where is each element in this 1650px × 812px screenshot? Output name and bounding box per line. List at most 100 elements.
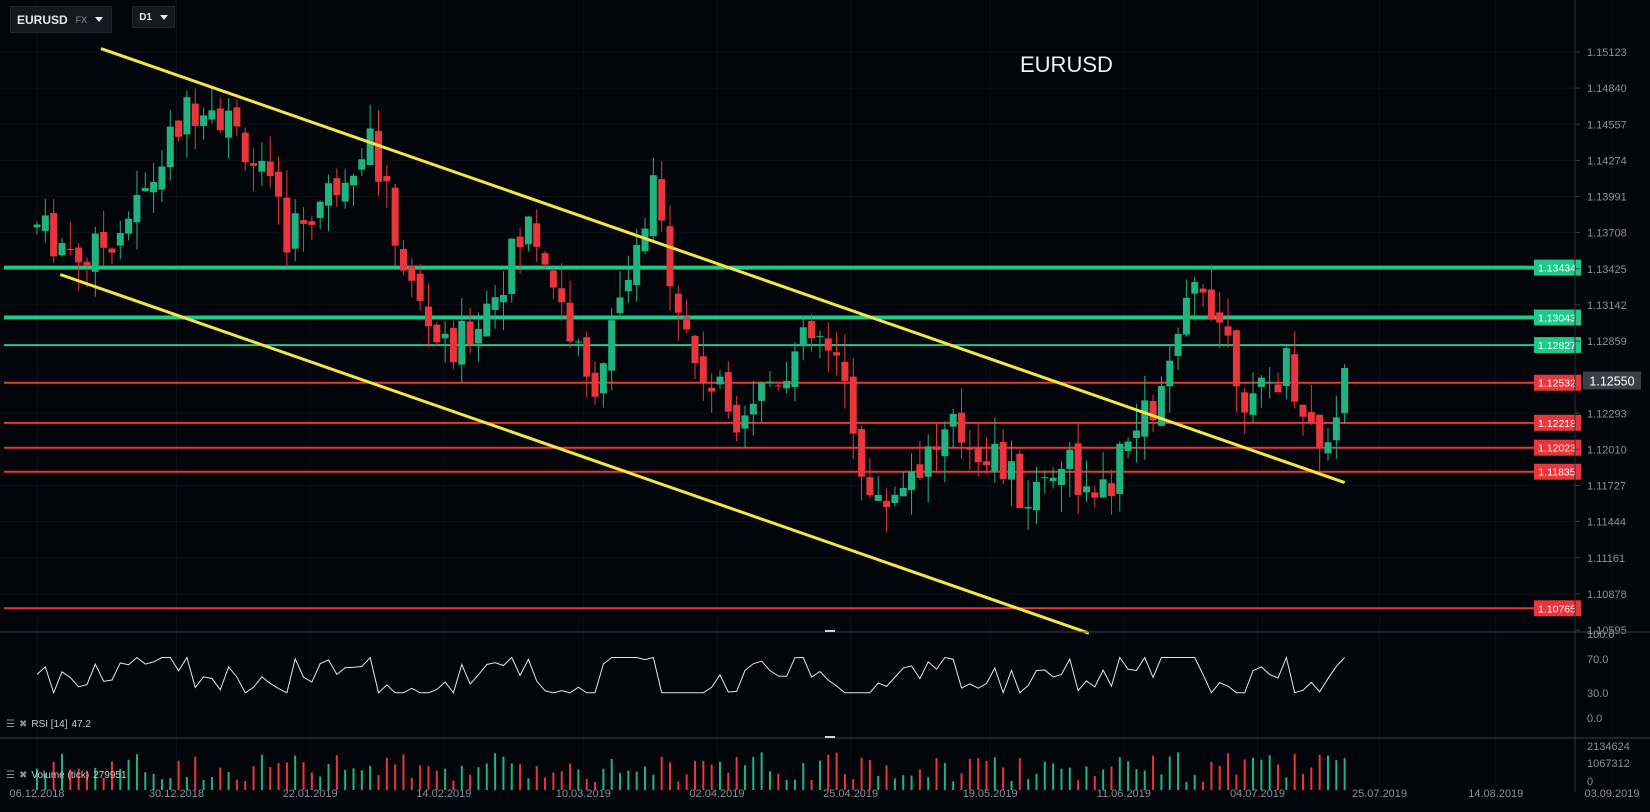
volume-legend[interactable]: ☰ ✖ Volume (tick) 279951: [6, 770, 127, 781]
candle-body: [166, 126, 174, 168]
level-price-tag: [1534, 309, 1581, 326]
chart-title: EURUSD: [1020, 52, 1113, 77]
candle-body: [250, 163, 258, 166]
candle-body: [350, 175, 358, 186]
candle-body: [508, 238, 516, 294]
candle-body: [716, 376, 724, 385]
candlesticks: [33, 88, 1349, 533]
candle-body: [616, 297, 624, 314]
date-tick-label: 14.08.2019: [1468, 788, 1523, 800]
price-tick-label: 1.12293: [1587, 408, 1627, 420]
candle-body: [91, 233, 99, 272]
candle-body: [41, 215, 49, 232]
candle-body: [1257, 377, 1265, 387]
candle-body: [791, 351, 799, 388]
symbol-selector[interactable]: EURUSD FX: [10, 6, 113, 33]
level-price-tag: [1534, 463, 1581, 480]
candle-body: [1082, 486, 1090, 493]
candle-body: [1116, 443, 1124, 494]
candle-body: [150, 182, 158, 193]
market-label: FX: [75, 14, 88, 25]
candle-body: [724, 372, 732, 412]
close-icon[interactable]: ✖: [18, 770, 28, 781]
date-tick-label: 22.01.2019: [283, 788, 338, 800]
chevron-down-icon: [95, 17, 104, 22]
timeframe-selector[interactable]: D1: [132, 6, 175, 28]
candle-body: [291, 213, 299, 249]
candle-body: [916, 464, 924, 478]
level-price-label: 1.13434: [1538, 263, 1576, 275]
candle-body: [424, 306, 432, 327]
trendlines: [59, 47, 1346, 635]
candle-body: [1324, 442, 1332, 454]
candle-body: [749, 403, 757, 415]
candle-body: [683, 316, 691, 330]
candle-body: [1149, 401, 1157, 421]
price-tick-label: 1.14840: [1587, 83, 1627, 95]
candle-body: [325, 183, 333, 206]
volume-value: 279951: [93, 770, 127, 781]
close-icon[interactable]: ✖: [18, 719, 28, 730]
level-price-tag: [1534, 439, 1581, 456]
candle-body: [883, 500, 891, 508]
candle-body: [333, 178, 341, 196]
level-price-label: 1.12532: [1538, 378, 1576, 390]
volume-tick-label: 1067312: [1587, 758, 1630, 770]
candle-body: [58, 243, 66, 256]
timeframe-label: D1: [139, 11, 152, 23]
candle-body: [83, 261, 91, 266]
candle-body: [766, 381, 774, 383]
candle-body: [691, 335, 699, 364]
date-tick-label: 25.04.2019: [823, 788, 878, 800]
candle-body: [1032, 481, 1040, 511]
candle-body: [758, 382, 766, 401]
candle-body: [366, 128, 374, 165]
candle-body: [658, 179, 666, 221]
candle-body: [633, 245, 641, 286]
candle-body: [258, 160, 266, 172]
candle-body: [108, 248, 116, 253]
candle-body: [833, 352, 841, 356]
candle-body: [841, 361, 849, 382]
date-tick-label: 11.06.2019: [1097, 788, 1151, 800]
candle-body: [924, 446, 932, 477]
candle-body: [799, 327, 807, 347]
candle-body: [441, 333, 449, 339]
candle-body: [374, 130, 382, 182]
candle-body: [175, 120, 183, 137]
date-tick-label: 19.05.2019: [963, 788, 1018, 800]
candle-body: [858, 429, 866, 477]
candle-body: [991, 443, 999, 472]
candle-body: [824, 338, 832, 351]
candle-body: [774, 385, 782, 387]
candle-body: [733, 404, 741, 433]
candle-body: [341, 182, 349, 202]
panel-resize-handle: [825, 736, 835, 738]
candle-body: [783, 380, 791, 389]
symbol-label: EURUSD: [17, 12, 68, 27]
candle-body: [275, 171, 283, 197]
candle-body: [1007, 461, 1015, 480]
candle-body: [1266, 382, 1274, 384]
candle-body: [599, 363, 607, 394]
candle-body: [674, 293, 682, 313]
candle-body: [1224, 326, 1232, 336]
rsi-legend[interactable]: ☰ ✖ RSI [14] 47.2: [6, 719, 91, 730]
candle-body: [941, 429, 949, 457]
candle-body: [1107, 483, 1115, 497]
rsi-tick-label: 0.0: [1587, 713, 1602, 725]
candle-body: [958, 412, 966, 443]
settings-icon[interactable]: ☰: [6, 719, 15, 730]
candle-body: [866, 477, 874, 496]
candle-body: [1332, 417, 1340, 441]
price-tick-label: 1.13708: [1587, 228, 1627, 240]
candle-body: [1049, 477, 1057, 482]
price-tick-label: 1.11161: [1587, 553, 1625, 565]
candle-body: [100, 231, 108, 248]
candle-body: [1299, 404, 1307, 417]
price-tick-label: 1.13142: [1587, 300, 1627, 312]
date-tick-label: 14.02.2019: [416, 788, 471, 800]
candle-body: [116, 232, 124, 246]
settings-icon[interactable]: ☰: [6, 770, 15, 781]
